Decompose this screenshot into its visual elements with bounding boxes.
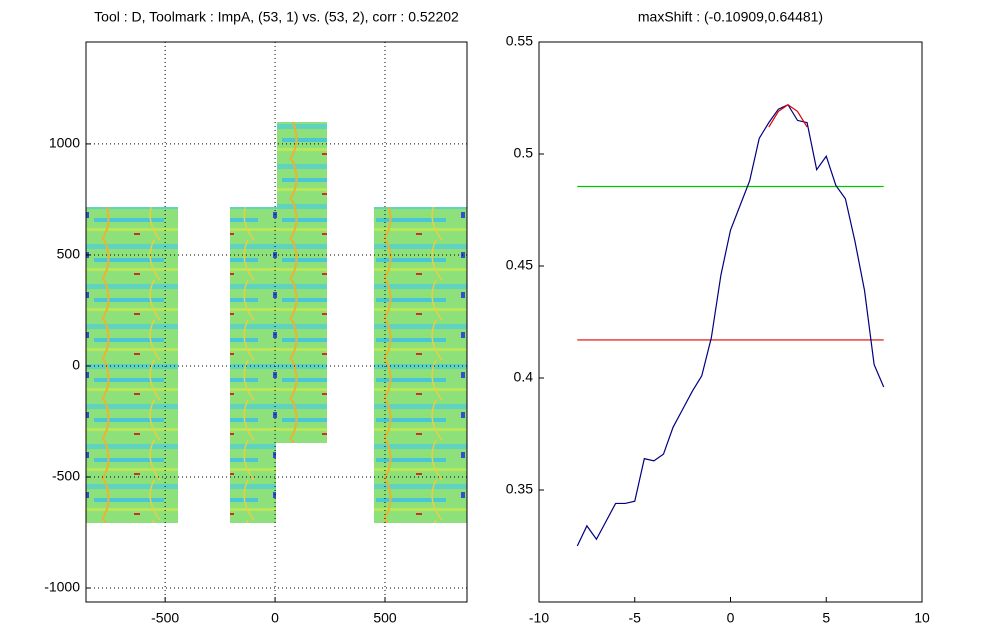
y-tick-label: 0.4 — [514, 369, 534, 385]
y-tick-label: 0 — [72, 357, 80, 373]
x-tick-label: 5 — [822, 610, 830, 626]
y-tick-label: -500 — [52, 468, 80, 484]
x-tick-label: 10 — [914, 610, 930, 626]
y-tick-label: 0.5 — [514, 145, 534, 161]
x-tick-label: -10 — [529, 610, 549, 626]
x-tick-label: -5 — [629, 610, 642, 626]
axes-box — [85, 41, 468, 603]
image-patches — [86, 122, 467, 523]
y-tick-label: 1000 — [49, 135, 80, 151]
line — [576, 103, 885, 547]
chart-title: Tool : D, Toolmark : ImpA, (53, 1) vs. (… — [94, 9, 459, 25]
image-patch — [374, 207, 467, 523]
y-tick-label: -1000 — [44, 579, 80, 595]
y-tick-label: 0.45 — [506, 257, 533, 273]
y-tick-label: 500 — [57, 246, 81, 262]
image-patch — [277, 122, 327, 207]
chart-title: maxShift : (-0.10909,0.64481) — [638, 9, 823, 25]
x-tick-label: 0 — [271, 610, 279, 626]
x-tick-label: 500 — [373, 610, 397, 626]
y-tick-label: 0.35 — [506, 481, 533, 497]
image-patch — [230, 207, 276, 523]
line — [768, 103, 808, 128]
image-patch — [86, 207, 178, 523]
x-tick-label: 0 — [727, 610, 735, 626]
axes-box — [538, 41, 923, 603]
image-patch — [276, 207, 327, 443]
x-tick-label: -500 — [151, 610, 179, 626]
y-tick-label: 0.55 — [506, 33, 533, 49]
